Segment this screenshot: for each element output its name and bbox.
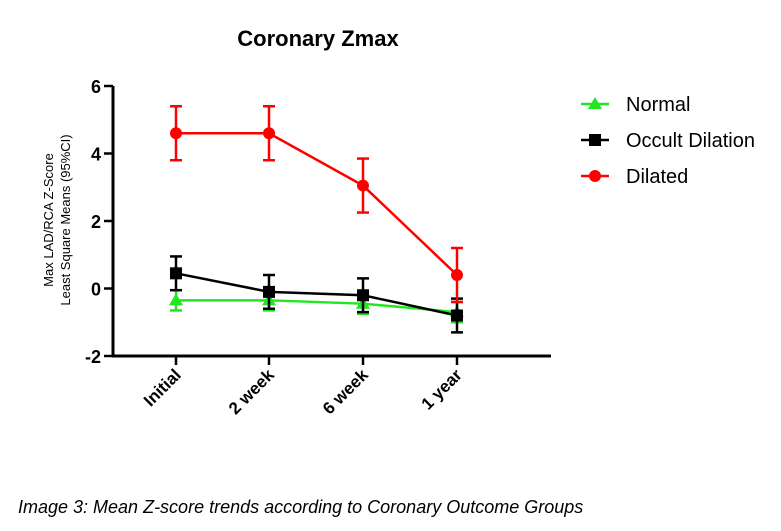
x-tick-label: 6 week bbox=[319, 365, 372, 418]
series-line-dilated bbox=[176, 132, 458, 276]
y-tick-label: 2 bbox=[91, 212, 101, 232]
chart-title: Coronary Zmax bbox=[237, 26, 399, 51]
data-point-occult-dilation bbox=[170, 267, 182, 280]
legend-marker-dilated bbox=[589, 170, 601, 182]
legend-marker-occult-dilation bbox=[589, 134, 601, 146]
data-point-dilated bbox=[357, 179, 369, 192]
legend-label-normal: Normal bbox=[626, 94, 690, 116]
data-point-dilated bbox=[263, 127, 275, 140]
y-tick-label: -2 bbox=[85, 347, 101, 367]
data-point-normal bbox=[169, 293, 183, 306]
data-point-occult-dilation bbox=[263, 285, 275, 298]
y-tick-label: 0 bbox=[91, 280, 101, 300]
data-point-dilated bbox=[451, 269, 463, 281]
x-tick-label: 1 year bbox=[418, 365, 466, 413]
legend-item-normal: Normal bbox=[581, 94, 690, 116]
y-axis-label-line1: Max LAD/RCA Z-Score bbox=[41, 153, 56, 287]
data-point-dilated bbox=[170, 127, 182, 140]
figure-caption: Image 3: Mean Z-score trends according t… bbox=[18, 497, 584, 517]
data-point-occult-dilation bbox=[357, 289, 369, 302]
legend-item-occult-dilation: Occult Dilation bbox=[581, 130, 755, 152]
legend-label-occult-dilation: Occult Dilation bbox=[626, 130, 755, 152]
x-tick-label: Initial bbox=[140, 365, 185, 410]
series-occult-dilation bbox=[170, 255, 463, 334]
series-line-occult-dilation bbox=[175, 272, 458, 317]
data-point-occult-dilation bbox=[451, 309, 463, 322]
legend-marker-normal bbox=[588, 97, 602, 109]
y-tick-label: 6 bbox=[91, 77, 101, 97]
series-dilated bbox=[170, 105, 463, 304]
legend-item-dilated: Dilated bbox=[581, 166, 688, 188]
series-line-normal bbox=[176, 299, 458, 314]
legend-label-dilated: Dilated bbox=[626, 166, 688, 188]
y-axis-label-line2: Least Square Means (95%CI) bbox=[58, 134, 73, 305]
x-tick-label: 2 week bbox=[225, 365, 278, 418]
y-tick-label: 4 bbox=[91, 145, 101, 165]
